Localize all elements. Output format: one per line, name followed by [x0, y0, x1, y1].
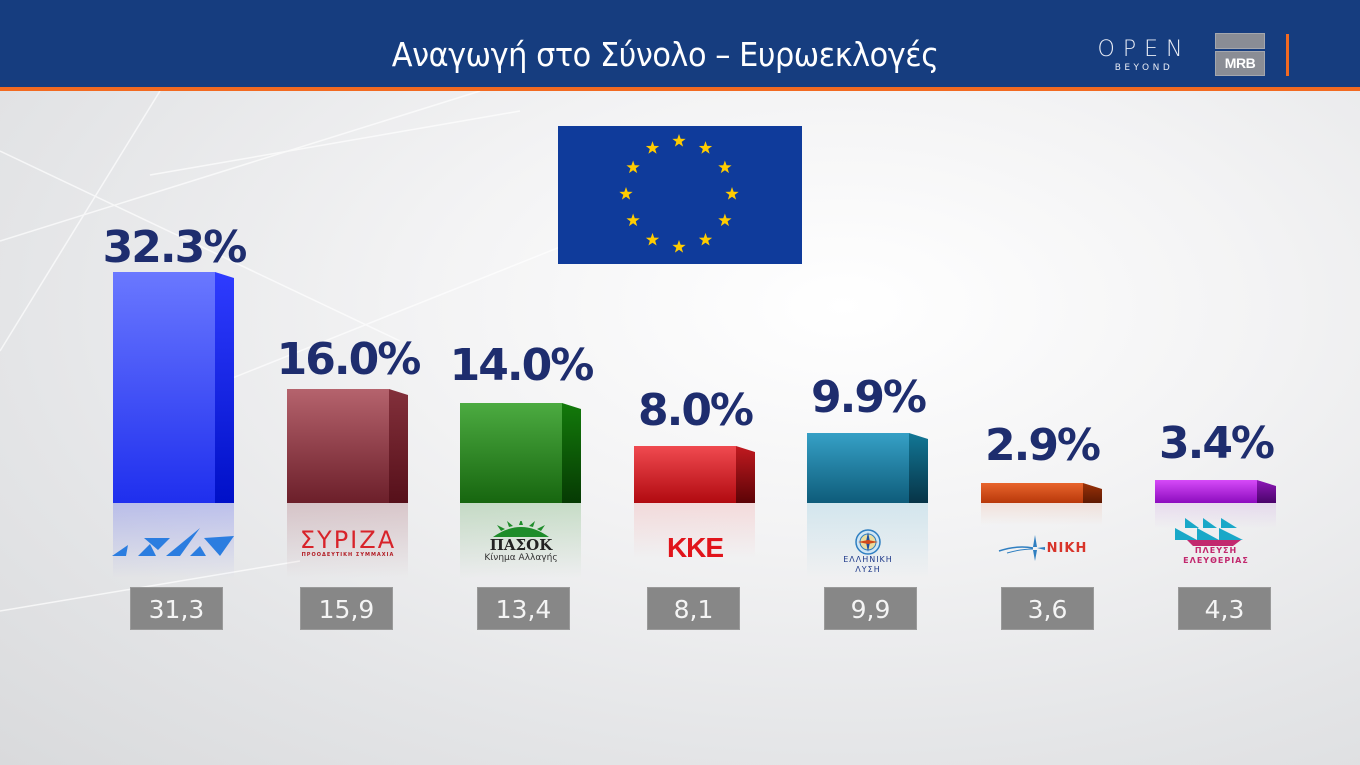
bar-niki	[981, 483, 1102, 503]
bar-front	[634, 446, 736, 503]
pct-label-kke: 8.0%	[637, 385, 754, 436]
pct-label-niki: 2.9%	[984, 420, 1101, 471]
pct-label-nd: 32.3%	[102, 222, 248, 273]
compass-icon	[855, 529, 881, 555]
bar-reflection	[981, 503, 1102, 525]
comparison-value-elliniki-lysi: 9,9	[824, 587, 917, 630]
plefsi-ship-icon	[1175, 518, 1243, 546]
logo-syriza: ΣΥΡΙΖΑ ΠΡΟΟΔΕΥΤΙΚΗ ΣΥΜΜΑΧΙΑ	[278, 513, 418, 573]
pct-label-pasok: 14.0%	[449, 340, 595, 391]
logo-niki: ΝΙΚΗ	[972, 518, 1112, 578]
logo-pasok: ΠΑΣΟΚ Κίνημα Αλλαγής	[451, 512, 591, 572]
bar-front	[113, 272, 215, 503]
pasok-sun-icon	[493, 521, 549, 537]
pct-label-elliniki-lysi: 9.9%	[810, 372, 927, 423]
comparison-value-syriza: 15,9	[300, 587, 393, 630]
comparison-value-pasok: 13,4	[477, 587, 570, 630]
comparison-value-nd: 31,3	[130, 587, 223, 630]
bar-reflection	[287, 503, 408, 578]
mrb-logo-text: MRB	[1215, 51, 1265, 76]
comparison-value-kke: 8,1	[647, 587, 740, 630]
bar-front	[807, 433, 909, 503]
pct-label-syriza: 16.0%	[276, 334, 422, 385]
bar-side	[909, 433, 928, 503]
pasok-logo-text: ΠΑΣΟΚ	[489, 536, 553, 554]
bar-side	[562, 403, 581, 503]
mrb-logo: MRB	[1215, 33, 1265, 76]
beyond-logo-text: BEYOND	[1114, 63, 1174, 73]
bar-front	[287, 389, 389, 503]
comparison-value-niki: 3,6	[1001, 587, 1094, 630]
open-beyond-logo: OPEN BEYOND	[1097, 38, 1191, 80]
bar-nd	[113, 272, 234, 503]
open-logo-text: OPEN	[1097, 37, 1191, 62]
page-title: Αναγωγή στο Σύνολο – Ευρωεκλογές	[391, 35, 939, 74]
bar-syriza	[287, 389, 408, 503]
elliniki-lysi-logo-text: ΕΛΛΗΝΙΚΗ ΛΥΣΗ	[843, 555, 893, 574]
header-bar: Αναγωγή στο Σύνολο – Ευρωεκλογές OPEN BE…	[0, 0, 1360, 87]
mrb-logo-top-block	[1215, 33, 1265, 49]
logo-nd	[104, 512, 244, 572]
pct-label-plefsi: 3.4%	[1158, 418, 1275, 469]
bar-front	[460, 403, 562, 503]
kke-logo-text: ΚΚΕ	[666, 532, 724, 563]
niki-logo-text: ΝΙΚΗ	[1046, 540, 1088, 556]
bar-side	[215, 272, 234, 503]
plefsi-logo-text: ΠΛΕΥΣΗ ΕΛΕΥΘΕΡΙΑΣ	[1183, 546, 1249, 565]
syriza-logo-subtext: ΠΡΟΟΔΕΥΤΙΚΗ ΣΥΜΜΑΧΙΑ	[301, 552, 395, 558]
bar-side	[1083, 483, 1102, 503]
logo-plefsi: ΠΛΕΥΣΗ ΕΛΕΥΘΕΡΙΑΣ	[1146, 512, 1286, 572]
bar-front	[981, 483, 1083, 503]
bar-side	[1257, 480, 1276, 503]
bar-reflection	[460, 503, 581, 578]
bar-side	[389, 389, 408, 503]
bar-reflection	[634, 503, 755, 558]
bar-plefsi	[1155, 480, 1276, 503]
bar-front	[1155, 480, 1257, 503]
syriza-logo-text: ΣΥΡΙΖΑ	[299, 526, 397, 554]
logo-elliniki-lysi: ΕΛΛΗΝΙΚΗ ΛΥΣΗ	[798, 522, 938, 582]
comparison-value-plefsi: 4,3	[1178, 587, 1271, 630]
logo-kke: ΚΚΕ	[625, 518, 765, 578]
header-divider	[1286, 34, 1289, 76]
bar-side	[736, 446, 755, 503]
eu-stars-icon	[619, 134, 739, 253]
header-accent-stripe	[0, 87, 1360, 91]
bar-elliniki-lysi	[807, 433, 928, 503]
niki-wing-icon	[998, 535, 1045, 561]
bar-reflection	[1155, 503, 1276, 528]
eu-flag-icon	[558, 126, 802, 264]
bar-pasok	[460, 403, 581, 503]
bar-kke	[634, 446, 755, 503]
nd-logo-icon	[112, 528, 234, 556]
pasok-logo-subtext: Κίνημα Αλλαγής	[484, 553, 558, 563]
